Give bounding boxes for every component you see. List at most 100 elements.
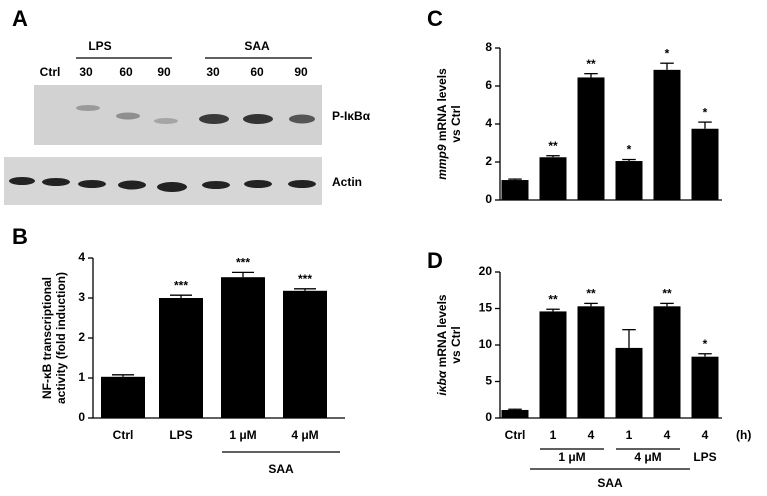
- error-bar: [584, 73, 598, 78]
- significance: **: [586, 57, 596, 71]
- x-tick-label: LPS: [169, 428, 192, 442]
- significance: **: [548, 292, 558, 306]
- y-axis-label: mmp9 mRNA levels: [435, 68, 449, 180]
- y-label-text: mRNA levels: [435, 68, 449, 141]
- panel-label: C: [427, 6, 443, 31]
- error-bar: [170, 294, 192, 298]
- lane-label: 60: [119, 65, 133, 79]
- bar: [221, 277, 265, 418]
- bar: [577, 77, 605, 200]
- y-axis-label: vs Ctrl: [449, 326, 463, 363]
- bar: [615, 347, 643, 418]
- y-tick-label: 2: [78, 330, 85, 344]
- significance: *: [703, 105, 708, 119]
- bar: [615, 161, 643, 200]
- bands: [9, 177, 316, 192]
- error-bar: [294, 288, 316, 291]
- y-tick-label: 0: [78, 410, 85, 424]
- x-tick-label: 1: [626, 428, 633, 442]
- significance: **: [586, 287, 596, 301]
- bar: [283, 290, 327, 418]
- y-axis-label: iκbα mRNA levels: [435, 294, 449, 395]
- lane-label: Ctrl: [40, 65, 61, 79]
- significance: *: [703, 337, 708, 351]
- x-tick-label: 1: [550, 428, 557, 442]
- error-bar: [622, 329, 636, 348]
- band-label: P-IκBα: [332, 109, 371, 123]
- bar: [501, 409, 529, 418]
- bands: [76, 105, 315, 124]
- y-axis-label: activity (fold induction): [54, 272, 68, 404]
- group-label: SAA: [597, 476, 623, 490]
- error-bar: [546, 308, 560, 312]
- y-tick-label: 8: [485, 40, 492, 54]
- y-tick-label: 1: [78, 370, 85, 384]
- band-label: Actin: [332, 175, 362, 189]
- panel-label: D: [427, 248, 443, 273]
- x-tick-label: Ctrl: [113, 428, 134, 442]
- group-label: SAA: [268, 462, 294, 476]
- lane-label: 60: [250, 65, 264, 79]
- group-label: LPS: [88, 39, 111, 53]
- error-bar: [698, 121, 712, 129]
- y-tick-label: 2: [485, 154, 492, 168]
- bar: [539, 157, 567, 200]
- x-tick-label: 4: [588, 428, 595, 442]
- y-label-gene: iκbα: [435, 370, 449, 395]
- error-bar: [584, 302, 598, 307]
- y-tick-label: 5: [485, 374, 492, 388]
- bar: [653, 69, 681, 200]
- y-axis-label: NF-κB transcriptional: [40, 277, 54, 399]
- x-tick-label: 1 μM: [229, 428, 256, 442]
- blot-strip: [34, 85, 322, 145]
- y-tick-label: 10: [479, 337, 493, 351]
- bar: [577, 306, 605, 418]
- error-bar: [508, 178, 522, 181]
- y-tick-label: 3: [78, 290, 85, 304]
- panel-label: A: [12, 6, 28, 31]
- group-label: SAA: [244, 39, 270, 53]
- error-bar: [660, 62, 674, 70]
- error-bar: [660, 302, 674, 307]
- significance: **: [662, 287, 672, 301]
- error-bar: [508, 408, 522, 410]
- x-tick-label: Ctrl: [505, 428, 526, 442]
- bar: [539, 311, 567, 418]
- y-tick-label: 0: [485, 410, 492, 424]
- error-bar: [622, 158, 636, 162]
- group-label: 1 μM: [558, 450, 585, 464]
- panel-label: B: [12, 224, 28, 249]
- x-tick-label: 4: [702, 428, 709, 442]
- significance: ***: [298, 272, 312, 286]
- y-tick-label: 6: [485, 78, 492, 92]
- y-tick-label: 4: [485, 116, 492, 130]
- significance: *: [627, 143, 632, 157]
- y-label-gene: mmp9: [435, 144, 449, 180]
- significance: **: [548, 139, 558, 153]
- y-tick-label: 4: [78, 250, 85, 264]
- lane-label: 90: [294, 65, 308, 79]
- lane-label: 30: [79, 65, 93, 79]
- y-tick-label: 15: [479, 301, 493, 315]
- significance: ***: [174, 278, 188, 292]
- significance: *: [665, 46, 670, 60]
- error-bar: [112, 374, 134, 377]
- unit-label: (h): [736, 428, 751, 442]
- bar: [101, 376, 145, 418]
- error-bar: [546, 155, 560, 158]
- y-label-text: mRNA levels: [435, 294, 449, 367]
- bar: [691, 128, 719, 200]
- lane-label: 90: [157, 65, 171, 79]
- bar: [691, 356, 719, 418]
- y-axis-label: vs Ctrl: [449, 105, 463, 142]
- lane-label: 30: [206, 65, 220, 79]
- group-label: 4 μM: [634, 450, 661, 464]
- error-bar: [698, 353, 712, 357]
- bar: [653, 306, 681, 418]
- group-label: LPS: [693, 450, 716, 464]
- significance: ***: [236, 256, 250, 270]
- bar: [159, 298, 203, 418]
- error-bar: [232, 271, 254, 278]
- y-tick-label: 20: [479, 264, 493, 278]
